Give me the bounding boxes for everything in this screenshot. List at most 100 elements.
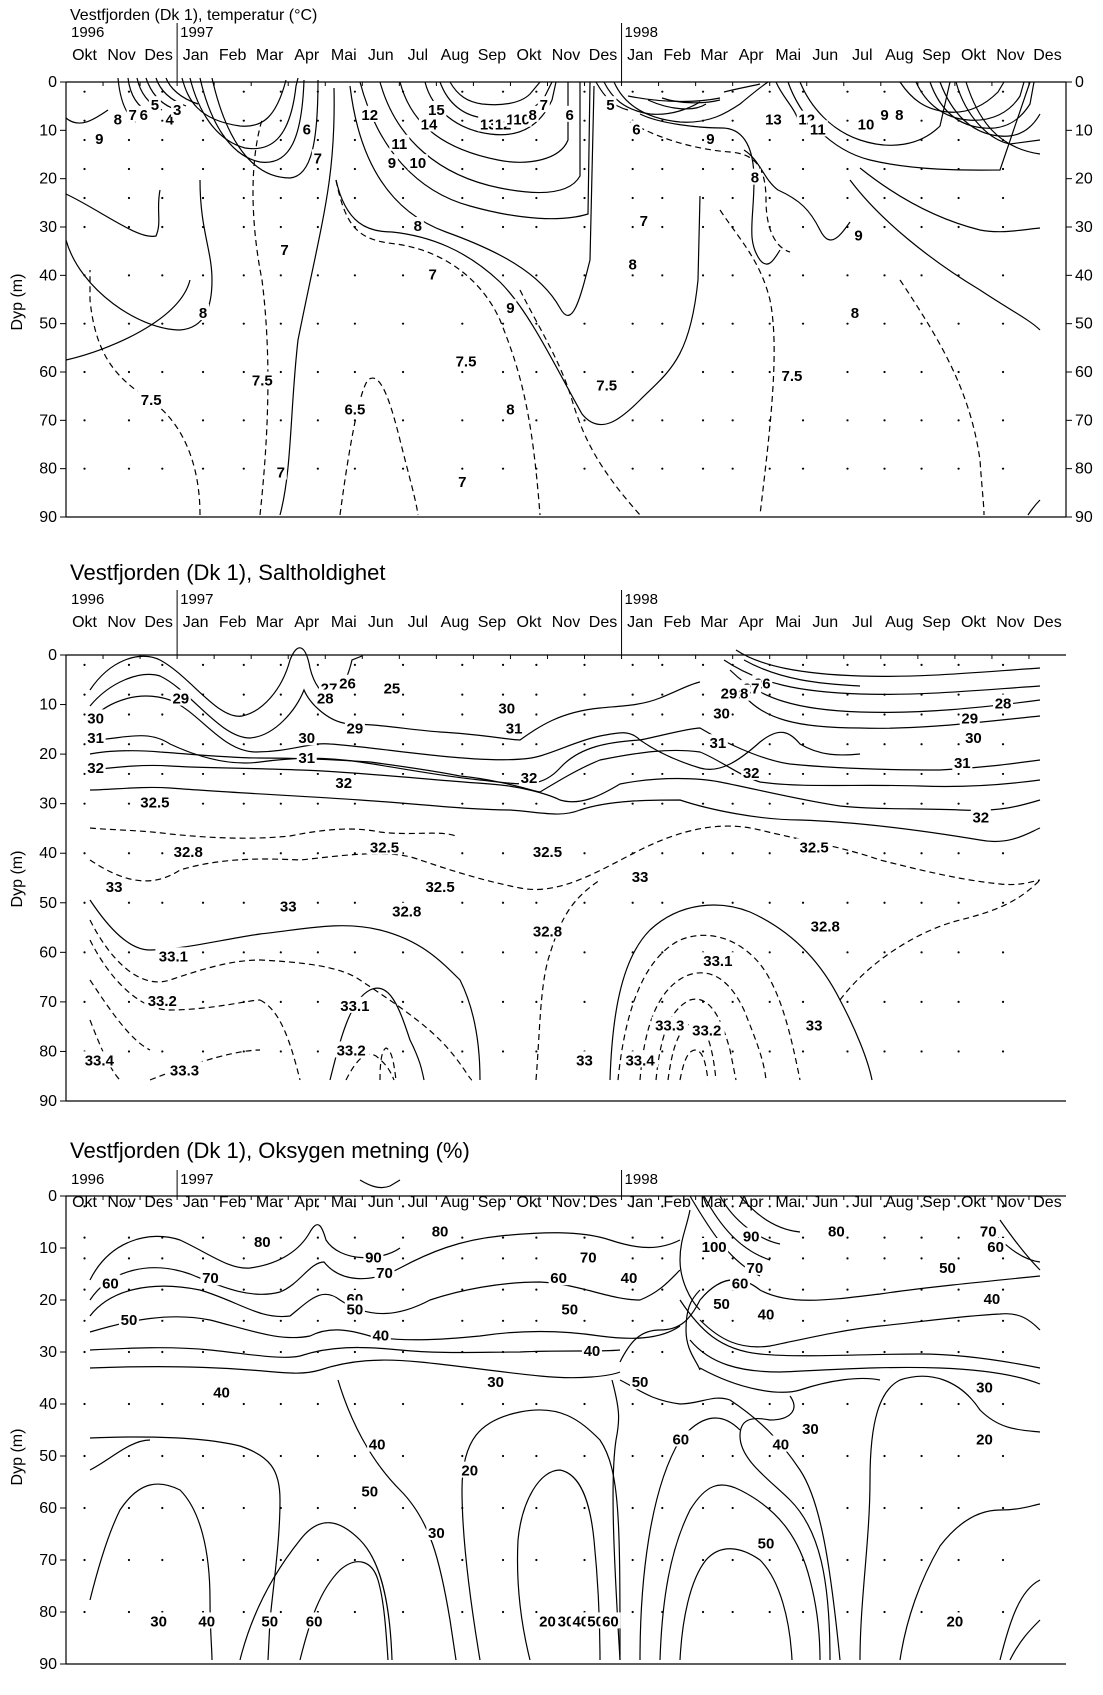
sample-point	[501, 1454, 505, 1458]
sample-point	[731, 1000, 734, 1003]
sample-point	[661, 1454, 664, 1458]
contour-label: 32.5	[370, 839, 399, 856]
contour-label: 7.5	[252, 373, 273, 390]
month-label: Jun	[368, 47, 394, 64]
sample-point	[701, 119, 705, 122]
contour-label-bg	[388, 902, 425, 919]
sample-point	[201, 772, 205, 776]
sample-point	[501, 743, 505, 746]
contour-label: 60	[306, 1613, 323, 1630]
sample-point	[661, 167, 664, 171]
month-label: Jun	[812, 47, 838, 64]
contour-label-bg	[336, 996, 373, 1013]
sample-point	[883, 901, 886, 904]
sample-point	[731, 196, 734, 200]
sample-point	[846, 1506, 849, 1510]
contour-label-bg	[622, 1051, 659, 1068]
sample-point	[83, 852, 86, 855]
sample-point	[127, 167, 131, 171]
month-label: Des	[1033, 1194, 1061, 1211]
sample-point	[701, 196, 705, 200]
sample-point	[83, 713, 86, 716]
sample-point	[920, 743, 923, 746]
sample-point	[461, 1454, 464, 1458]
sample-point	[631, 951, 634, 954]
month-label: Sep	[922, 614, 951, 631]
sample-point	[161, 852, 164, 855]
sample-point	[1001, 225, 1005, 229]
sample-point	[161, 1319, 164, 1322]
sample-point	[768, 1288, 771, 1291]
sample-point	[957, 713, 960, 716]
sample-point	[83, 196, 86, 200]
contour-label-bg	[81, 1051, 118, 1068]
contour-label: 8	[528, 107, 536, 124]
sample-point	[920, 1350, 923, 1354]
sample-point	[201, 802, 205, 805]
sample-point	[846, 322, 849, 325]
sample-point	[161, 1454, 164, 1458]
sample-point	[883, 1288, 886, 1291]
sample-point	[279, 663, 282, 667]
contour-label: 33.2	[148, 993, 177, 1010]
sample-point	[846, 119, 849, 122]
sample-point	[242, 467, 245, 470]
contour-label-bg	[171, 101, 184, 117]
contour-label: 70	[376, 1265, 393, 1282]
sample-point	[242, 138, 245, 142]
sample-point	[957, 167, 960, 171]
contour-label: 30	[558, 1613, 575, 1630]
sample-point	[127, 225, 131, 229]
sample-point	[353, 743, 356, 746]
sample-point	[957, 802, 960, 805]
sample-point	[631, 138, 634, 142]
sample-point	[846, 743, 849, 746]
sample-point	[401, 772, 405, 776]
contour-label: 9	[388, 155, 396, 172]
month-label: Des	[144, 1194, 172, 1211]
contour-label-bg	[85, 758, 106, 775]
contour-label: 80	[432, 1223, 449, 1240]
sample-point	[83, 467, 86, 470]
contour-label: 5	[151, 97, 159, 114]
sample-point	[957, 951, 960, 954]
sample-point	[401, 1610, 405, 1614]
contour-label-bg	[422, 877, 459, 894]
contour-label-bg	[311, 149, 324, 166]
y-axis-label: Dyp (m)	[9, 1429, 26, 1486]
sample-point	[501, 90, 505, 93]
contour-label-bg	[963, 729, 984, 746]
sample-point	[401, 663, 405, 667]
month-label: Apr	[739, 614, 765, 631]
month-label: Okt	[72, 1194, 97, 1211]
contour-label: 100	[702, 1239, 727, 1256]
year-label: 1997	[180, 24, 213, 41]
sample-point	[461, 138, 464, 142]
contour-label: 11	[391, 136, 407, 153]
sample-point	[242, 1454, 245, 1458]
contour-label: 30	[976, 1379, 993, 1396]
sample-point	[957, 196, 960, 200]
sample-point	[461, 370, 464, 374]
sample-point	[316, 467, 319, 470]
contour-label-bg	[85, 709, 106, 726]
sample-point	[201, 1402, 205, 1406]
contour-label: 8	[114, 112, 122, 129]
sample-point	[1001, 138, 1005, 142]
sample-point	[201, 1288, 205, 1291]
sample-point	[801, 951, 805, 954]
sample-point	[461, 1050, 464, 1053]
contour-label: 20	[976, 1431, 993, 1448]
sample-point	[583, 951, 586, 954]
sample-point	[501, 370, 505, 374]
sample-point	[957, 1558, 960, 1562]
sample-point	[83, 119, 86, 122]
sample-point	[501, 663, 505, 667]
contour-label: 50	[121, 1312, 138, 1329]
sample-point	[316, 1257, 319, 1260]
sample-point	[661, 693, 664, 696]
y-tick-label-right: 90	[1075, 509, 1093, 526]
contour-label-bg	[537, 96, 550, 113]
sample-point	[83, 743, 86, 746]
contour-label: 50	[261, 1613, 278, 1630]
